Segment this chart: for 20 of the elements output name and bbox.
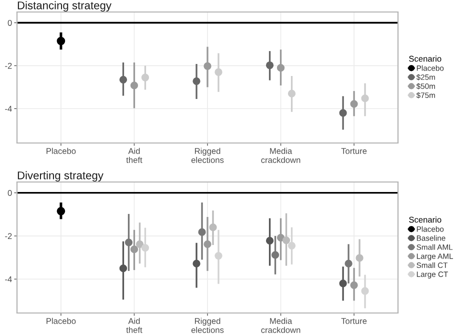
chart-title: Diverting strategy xyxy=(18,171,104,182)
x-tick-label: Aid theft xyxy=(126,148,142,163)
x-tick-label: Placebo xyxy=(46,318,76,324)
x-tick-label: Rigged elections xyxy=(191,148,224,163)
x-tick-label: Rigged elections xyxy=(191,318,224,333)
chart-title: Distancing strategy xyxy=(18,1,112,12)
legend-title: Scenario xyxy=(409,56,442,62)
x-tick-label: Torture xyxy=(341,318,367,324)
y-tick-label: -2 xyxy=(5,233,12,239)
y-tick-label: -2 xyxy=(5,62,12,69)
y-tick-label: 0 xyxy=(8,190,12,196)
x-tick-label: Torture xyxy=(341,148,367,154)
legend-title: Scenario xyxy=(409,216,442,223)
x-tick-label: Placebo xyxy=(46,148,76,154)
y-tick-label: -4 xyxy=(5,276,12,282)
y-tick-label: -4 xyxy=(5,106,12,112)
y-tick-label: 0 xyxy=(8,20,12,26)
x-tick-label: Media crackdown xyxy=(261,148,300,163)
x-tick-label: Media crackdown xyxy=(261,318,300,333)
x-tick-label: Aid theft xyxy=(126,318,142,333)
